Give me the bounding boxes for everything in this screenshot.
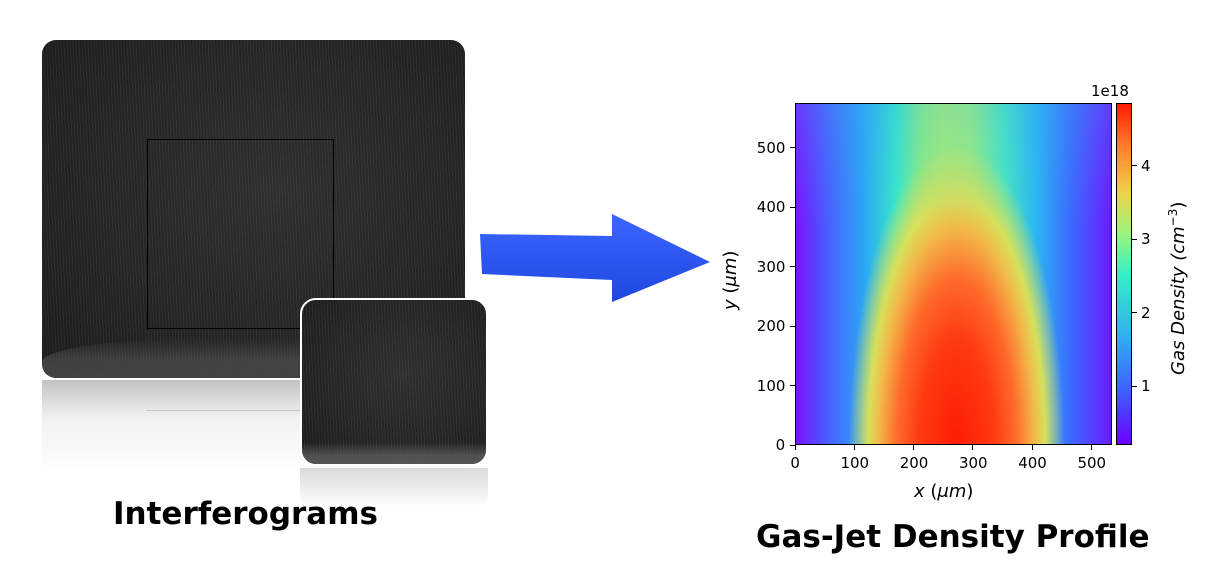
colorbar-tick: [1132, 238, 1137, 240]
region-of-interest-box: [147, 139, 334, 329]
colorbar-offset-text: 1e18: [1091, 82, 1129, 100]
y-tick-label: 0: [775, 436, 786, 454]
x-tick: [913, 445, 914, 450]
y-tick-label: 400: [756, 198, 786, 217]
density-profile-caption: Gas-Jet Density Profile: [756, 519, 1150, 555]
colorbar-tick-label: 4: [1141, 156, 1151, 175]
x-tick-label: 500: [1077, 454, 1107, 472]
y-tick-label: 300: [756, 257, 786, 276]
interferogram-zoom-image: [300, 298, 488, 466]
x-tick: [853, 445, 855, 450]
interferograms-caption: Interferograms: [113, 496, 378, 532]
y-tick: [790, 385, 795, 387]
colorbar-label: Gas Density (cm−3): [1166, 201, 1189, 375]
colorbar-tick-label: 3: [1141, 230, 1151, 249]
x-tick-label: 300: [958, 454, 988, 472]
y-tick-label: 100: [756, 376, 786, 395]
colorbar-tick: [1132, 385, 1137, 387]
y-tick-label: 200: [756, 317, 786, 336]
x-tick: [1090, 445, 1092, 450]
x-tick-label: 400: [1018, 454, 1047, 472]
y-tick: [790, 325, 795, 327]
x-axis-label: x (μm): [914, 481, 974, 502]
x-tick: [972, 445, 974, 450]
colorbar: [1116, 103, 1132, 445]
x-tick-label: 100: [840, 454, 870, 472]
y-tick: [790, 444, 795, 446]
colorbar-tick-label: 1: [1141, 377, 1151, 396]
density-heatmap: [795, 103, 1112, 445]
y-tick: [790, 147, 795, 149]
plot-frame: [795, 103, 1112, 445]
y-axis-label: y (μm): [720, 250, 741, 310]
y-tick: [790, 206, 795, 208]
colorbar-tick: [1132, 312, 1137, 314]
colorbar-tick: [1132, 165, 1137, 167]
x-tick-label: 200: [899, 454, 929, 472]
y-tick-label: 500: [756, 138, 786, 157]
zoom-reflection: [300, 468, 488, 508]
y-tick: [790, 266, 795, 268]
x-tick: [1031, 445, 1033, 450]
x-tick: [794, 445, 796, 450]
right-arrow-icon: [480, 214, 710, 302]
colorbar-tick-label: 2: [1141, 303, 1151, 322]
zoom-shadow: [302, 442, 486, 464]
x-tick-label: 0: [790, 454, 800, 472]
